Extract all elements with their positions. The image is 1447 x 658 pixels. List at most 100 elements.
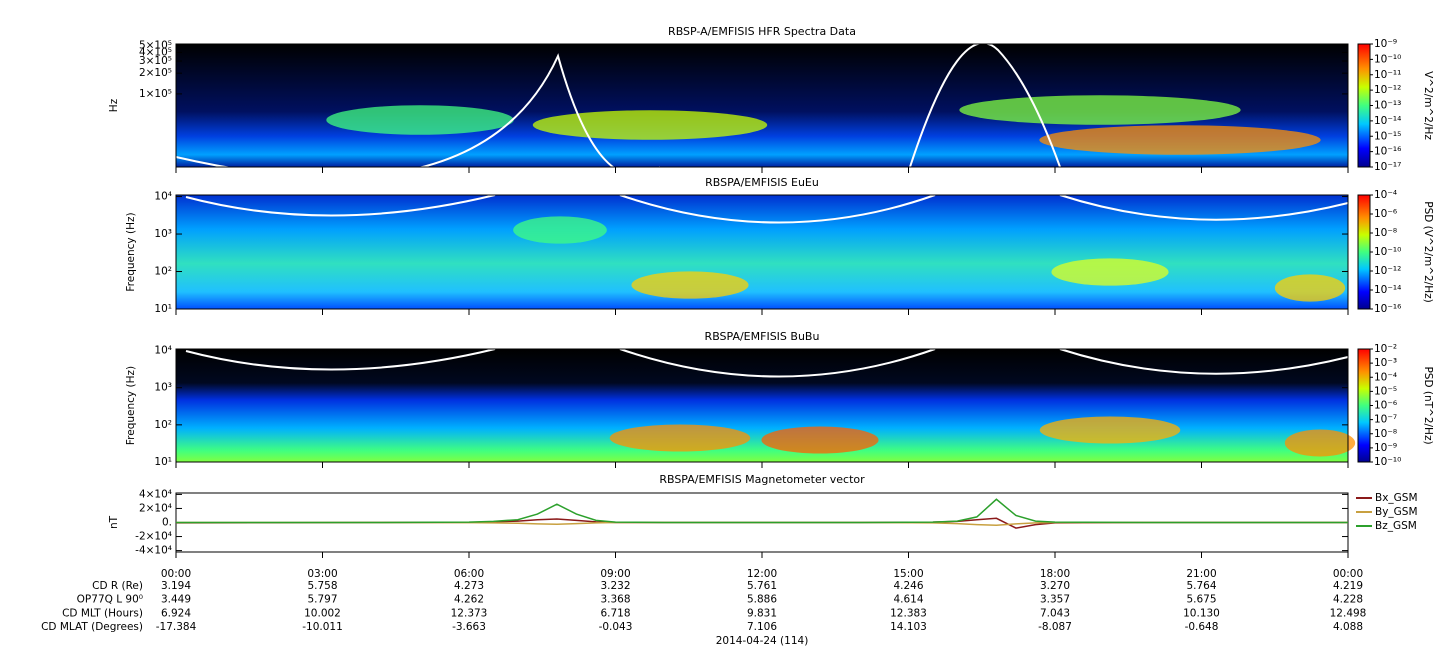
ephemeris-label: CD R (Re)	[92, 580, 143, 592]
spectrogram-feature	[532, 110, 768, 140]
y-tick-label: 5×10⁵	[139, 40, 172, 52]
spectrogram-feature	[1039, 416, 1181, 444]
spectrogram-feature	[1284, 429, 1356, 457]
spectrogram-image	[176, 348, 1356, 462]
colorbar-tick-label: 10⁻¹⁵	[1374, 130, 1401, 142]
colorbar	[1357, 348, 1371, 463]
colorbar-tick-label: 10⁻¹⁴	[1374, 115, 1401, 127]
ephemeris-value: -0.043	[599, 621, 633, 633]
series-line	[176, 498, 1348, 524]
ephemeris-value: -17.384	[156, 621, 197, 633]
y-axis-label: Frequency (Hz)	[125, 366, 137, 445]
colorbar-tick-label: 10⁻⁶	[1374, 400, 1397, 412]
y-tick-label: 2×10⁴	[139, 502, 172, 514]
colorbar-tick-label: 10⁻¹²	[1374, 265, 1401, 277]
colorbar-label: PSD (nT^2/Hz)	[1422, 366, 1434, 444]
colorbar-tick-label: 10⁻⁵	[1374, 385, 1397, 397]
ephemeris-value: 3.270	[1040, 580, 1070, 592]
colorbar-tick-label: 10⁻¹⁷	[1374, 161, 1401, 173]
y-tick-label: 0.	[162, 517, 172, 529]
y-tick-label: 4×10⁵	[139, 46, 172, 58]
y-tick-label: 10¹	[154, 303, 172, 315]
ephemeris-value: 12.498	[1330, 607, 1367, 619]
colorbar	[1357, 194, 1371, 310]
ephemeris-label: CD MLT (Hours)	[62, 607, 143, 619]
spectrogram-background	[176, 349, 1348, 462]
colorbar-tick-label: 10⁻¹⁰	[1374, 53, 1401, 65]
colorbar-tick-label: 10⁻¹⁰	[1374, 456, 1401, 468]
ephemeris-value: 12.373	[451, 607, 488, 619]
colorbar-label: PSD (V^2/m^2/Hz)	[1422, 201, 1434, 302]
ephemeris-value: -3.663	[452, 621, 486, 633]
colorbar-tick-label: 10⁻²	[1374, 343, 1397, 355]
ephemeris-value: 6.718	[600, 607, 630, 619]
plasma-frequency-curve	[185, 194, 1349, 224]
legend-label: Bx_GSM	[1375, 492, 1418, 504]
panel-title: RBSPA/EMFISIS Magnetometer vector	[659, 473, 865, 486]
panel-title: RBSPA/EMFISIS BuBu	[705, 330, 820, 343]
x-tick-label: 00:00	[1333, 568, 1363, 580]
ephemeris-label: CD MLAT (Degrees)	[41, 621, 143, 633]
colorbar-tick-label: 10⁻⁴	[1374, 371, 1397, 383]
plot-frame	[175, 194, 1349, 310]
ephemeris-value: 6.924	[161, 607, 191, 619]
ephemeris-value: 3.232	[600, 580, 630, 592]
colorbar-tick-label: 10⁻¹⁴	[1374, 284, 1401, 296]
spectrogram-background	[176, 195, 1348, 309]
colorbar-tick-label: 10⁻⁹	[1374, 38, 1397, 50]
spectrogram-feature	[326, 105, 514, 135]
colorbar-tick-label: 10⁻¹⁰	[1374, 246, 1401, 258]
ephemeris-value: 7.043	[1040, 607, 1070, 619]
x-tick-label: 03:00	[307, 568, 337, 580]
x-tick-label: 18:00	[1040, 568, 1070, 580]
ephemeris-label: OP77Q L 90⁰	[77, 594, 143, 606]
ephemeris-value: 4.219	[1333, 580, 1363, 592]
legend-label: Bz_GSM	[1375, 520, 1417, 532]
ephemeris-value: -0.648	[1185, 621, 1219, 633]
spectrogram-feature	[761, 426, 879, 454]
ephemeris-value: 7.106	[747, 621, 777, 633]
spectrogram-feature	[1051, 258, 1169, 286]
ephemeris-value: 4.262	[454, 594, 484, 606]
y-tick-label: 10¹	[154, 456, 172, 468]
ephemeris-value: 4.614	[893, 594, 923, 606]
spectrogram-image	[175, 42, 1348, 179]
ephemeris-value: 3.449	[161, 594, 191, 606]
ephemeris-value: -8.087	[1038, 621, 1072, 633]
y-axis-label: Hz	[108, 98, 120, 112]
ephemeris-value: 3.357	[1040, 594, 1070, 606]
y-tick-label: 1×10⁵	[139, 88, 172, 100]
y-tick-label: 10⁴	[154, 191, 172, 203]
colorbar-tick-label: 10⁻³	[1374, 357, 1397, 369]
spectrogram-feature	[631, 271, 749, 299]
y-tick-label: -2×10⁴	[135, 531, 172, 543]
colorbar-tick-label: 10⁻⁹	[1374, 442, 1397, 454]
x-tick-label: 09:00	[600, 568, 630, 580]
x-tick-label: 12:00	[747, 568, 777, 580]
x-tick-label: 15:00	[893, 568, 923, 580]
y-tick-label: 4×10⁴	[139, 488, 172, 500]
spectrogram-feature	[959, 95, 1241, 125]
colorbar-tick-label: 10⁻¹¹	[1374, 69, 1401, 81]
ephemeris-value: 5.675	[1186, 594, 1216, 606]
ephemeris-value: 5.886	[747, 594, 777, 606]
ephemeris-value: 4.273	[454, 580, 484, 592]
y-tick-label: 10²	[154, 419, 172, 431]
y-tick-label: 10³	[154, 382, 172, 394]
ephemeris-value: 4.088	[1333, 621, 1363, 633]
y-tick-label: 10⁴	[154, 345, 172, 357]
panel-title: RBSPA/EMFISIS EuEu	[705, 176, 819, 189]
ephemeris-value: 5.764	[1186, 580, 1216, 592]
y-axis-label: nT	[108, 515, 120, 529]
spectrogram-feature	[513, 216, 607, 244]
ephemeris-value: 5.758	[307, 580, 337, 592]
colorbar-tick-label: 10⁻¹⁶	[1374, 146, 1401, 158]
spectrogram-feature	[609, 424, 751, 452]
ephemeris-value: 12.383	[890, 607, 927, 619]
y-tick-label: 10³	[154, 228, 172, 240]
ephemeris-value: 10.130	[1183, 607, 1220, 619]
date-label: 2014-04-24 (114)	[716, 635, 809, 647]
legend-label: By_GSM	[1375, 506, 1418, 518]
colorbar-label: V^2/m^2/Hz	[1422, 71, 1434, 140]
